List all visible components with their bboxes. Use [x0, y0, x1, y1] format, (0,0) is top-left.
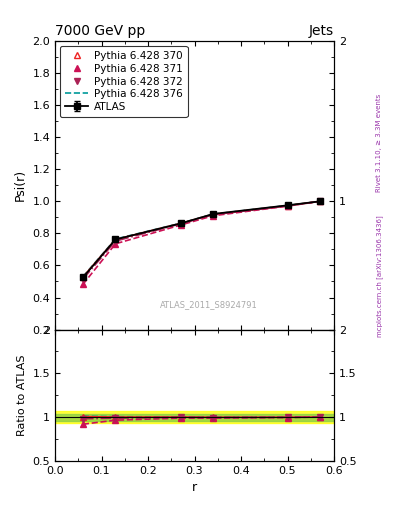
- Pythia 6.428 370: [113, 237, 118, 243]
- Pythia 6.428 370: [318, 198, 323, 204]
- Pythia 6.428 376: [318, 198, 323, 204]
- Pythia 6.428 372: [178, 221, 183, 227]
- Text: Jets: Jets: [309, 25, 334, 38]
- Line: Pythia 6.428 376: Pythia 6.428 376: [83, 201, 320, 276]
- Pythia 6.428 371: [285, 203, 290, 209]
- Line: Pythia 6.428 371: Pythia 6.428 371: [79, 198, 323, 288]
- Pythia 6.428 376: [81, 273, 85, 280]
- Y-axis label: Psi(r): Psi(r): [14, 169, 27, 201]
- Pythia 6.428 371: [81, 281, 85, 287]
- Y-axis label: Ratio to ATLAS: Ratio to ATLAS: [17, 354, 27, 436]
- Pythia 6.428 376: [178, 220, 183, 226]
- Line: Pythia 6.428 370: Pythia 6.428 370: [79, 198, 323, 281]
- Pythia 6.428 372: [211, 212, 215, 218]
- Pythia 6.428 376: [211, 211, 215, 217]
- Pythia 6.428 371: [178, 222, 183, 228]
- Line: Pythia 6.428 372: Pythia 6.428 372: [79, 198, 323, 283]
- Pythia 6.428 372: [113, 238, 118, 244]
- Pythia 6.428 371: [211, 212, 215, 219]
- Pythia 6.428 372: [318, 198, 323, 204]
- Pythia 6.428 372: [285, 203, 290, 209]
- Text: 7000 GeV pp: 7000 GeV pp: [55, 25, 145, 38]
- X-axis label: r: r: [192, 481, 197, 494]
- Pythia 6.428 371: [318, 198, 323, 204]
- Pythia 6.428 376: [113, 236, 118, 242]
- Text: mcplots.cern.ch [arXiv:1306.3436]: mcplots.cern.ch [arXiv:1306.3436]: [376, 216, 383, 337]
- Pythia 6.428 372: [81, 276, 85, 282]
- Pythia 6.428 370: [285, 203, 290, 209]
- Pythia 6.428 370: [81, 274, 85, 280]
- Pythia 6.428 370: [178, 220, 183, 226]
- Legend: Pythia 6.428 370, Pythia 6.428 371, Pythia 6.428 372, Pythia 6.428 376, ATLAS: Pythia 6.428 370, Pythia 6.428 371, Pyth…: [60, 46, 187, 117]
- Pythia 6.428 376: [285, 202, 290, 208]
- Bar: [55, 411, 334, 423]
- Text: Rivet 3.1.10, ≥ 3.3M events: Rivet 3.1.10, ≥ 3.3M events: [376, 94, 382, 193]
- Bar: [55, 414, 334, 420]
- Text: ATLAS_2011_S8924791: ATLAS_2011_S8924791: [160, 301, 257, 309]
- Pythia 6.428 371: [113, 241, 118, 247]
- Pythia 6.428 370: [211, 211, 215, 218]
